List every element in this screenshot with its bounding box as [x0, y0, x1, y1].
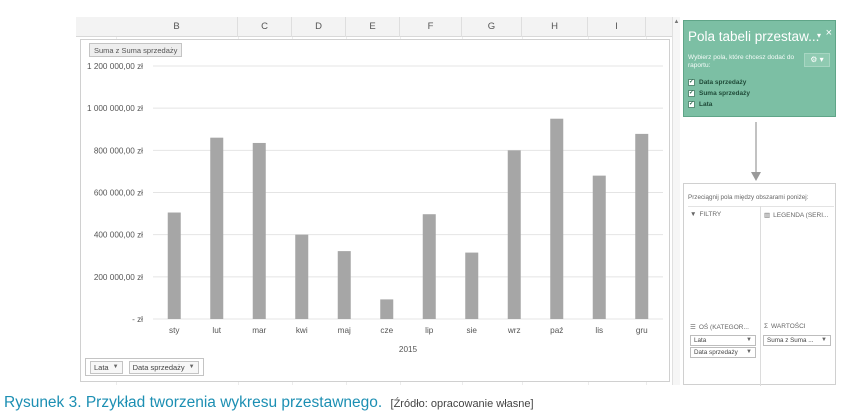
bar-sie	[465, 252, 479, 319]
y-tick-label: 400 000,00 zł	[94, 231, 143, 240]
axis-field-label: Data sprzedaży	[132, 362, 185, 372]
value-item-suma[interactable]: Suma z Suma ... ▼	[763, 335, 831, 346]
bar-mar	[252, 142, 266, 319]
dropdown-arrow-icon[interactable]: ▼	[821, 337, 827, 343]
value-field-button[interactable]: Suma z Suma sprzedaży	[89, 43, 183, 57]
figure-caption: Rysunek 3. Przykład tworzenia wykresu pr…	[4, 394, 534, 412]
column-header-h[interactable]: H	[522, 17, 588, 37]
y-tick-label: 1 200 000,00 zł	[87, 62, 143, 71]
legend-area-label: ▥ LEGENDA (SERI...	[764, 211, 829, 220]
x-tick-label: sty	[169, 326, 180, 335]
bar-lip	[422, 214, 436, 319]
panel-options-chevron-icon[interactable]: ▾	[816, 31, 821, 40]
column-header-e[interactable]: E	[346, 17, 400, 37]
divider	[760, 206, 761, 386]
values-area-label: Σ WARTOŚCI	[764, 323, 806, 330]
x-tick-label: sie	[467, 326, 478, 335]
bar-sty	[167, 212, 181, 319]
divider	[688, 206, 834, 207]
dropdown-arrow-icon: ▼	[112, 363, 119, 370]
checkbox-checked-icon[interactable]: ✓	[688, 79, 695, 86]
field-lata[interactable]: ✓ Lata	[688, 101, 712, 108]
field-label: Suma sprzedaży	[699, 90, 750, 97]
vertical-scrollbar[interactable]: ▲	[672, 17, 680, 385]
x-tick-label: lut	[212, 326, 221, 335]
x-group-label: 2015	[399, 345, 418, 354]
close-icon[interactable]: ×	[825, 27, 832, 39]
x-tick-label: lis	[595, 326, 603, 335]
legend-icon: ▥	[764, 212, 771, 219]
area-item-label: Lata	[694, 337, 707, 344]
axis-field-button-data-sprzedazy[interactable]: Data sprzedaży ▼	[128, 360, 199, 374]
caption-source: [Źródło: opracowanie własne]	[390, 398, 534, 410]
column-header-d[interactable]: D	[292, 17, 346, 37]
scroll-up-arrow-icon[interactable]: ▲	[673, 19, 680, 25]
x-tick-label: lip	[425, 326, 434, 335]
bar-lis	[592, 175, 606, 319]
y-tick-label: 200 000,00 zł	[94, 273, 143, 282]
bar-paź	[550, 118, 564, 319]
column-header-i[interactable]: I	[588, 17, 646, 37]
y-tick-label: - zł	[132, 315, 143, 324]
axis-field-label: Lata	[94, 362, 109, 372]
field-label: Lata	[699, 101, 713, 108]
axis-field-buttons: Lata ▼ Data sprzedaży ▼	[85, 358, 204, 376]
area-item-label: Data sprzedaży	[694, 349, 738, 356]
gear-icon[interactable]: ⚙ ▾	[804, 53, 830, 67]
x-tick-label: wrz	[507, 326, 521, 335]
axis-field-button-lata[interactable]: Lata ▼	[90, 360, 123, 374]
area-item-label: Suma z Suma ...	[767, 337, 814, 344]
column-header-b[interactable]: B	[116, 17, 238, 37]
legend-label: LEGENDA (SERI...	[773, 211, 829, 219]
rows-icon: ☰	[690, 324, 696, 331]
column-headers: B C D E F G H I	[76, 17, 672, 37]
panel-title: Pola tabeli przestaw...	[688, 29, 820, 44]
values-label: WARTOŚCI	[771, 323, 806, 330]
checkbox-checked-icon[interactable]: ✓	[688, 90, 695, 97]
panel-instruction: Wybierz pola, które chcesz dodać do rapo…	[688, 54, 795, 69]
spreadsheet-grid: B C D E F G H I - zł 200 000,00 zł 400 000…	[76, 17, 672, 385]
chart-plot: - zł 200 000,00 zł 400 000,00 zł 600 000,00…	[87, 62, 663, 354]
field-suma-sprzedazy[interactable]: ✓ Suma sprzedaży	[688, 90, 750, 97]
x-tick-label: cze	[380, 326, 393, 335]
pivot-chart[interactable]: - zł 200 000,00 zł 400 000,00 zł 600 000,00…	[80, 39, 670, 382]
down-arrow-icon	[751, 122, 761, 181]
filters-area-label: ▼ FILTRY	[690, 211, 721, 218]
field-data-sprzedazy[interactable]: ✓ Data sprzedaży	[688, 79, 746, 86]
caption-title: Rysunek 3. Przykład tworzenia wykresu pr…	[4, 394, 383, 411]
y-tick-label: 1 000 000,00 zł	[87, 104, 143, 113]
axis-label: OŚ (KATEGOR...	[698, 323, 749, 331]
y-tick-label: 800 000,00 zł	[94, 146, 143, 155]
axis-item-data-sprzedazy[interactable]: Data sprzedaży ▼	[690, 347, 756, 358]
pivot-field-list-panel: Pola tabeli przestaw... ▾ × Wybierz pola…	[683, 20, 836, 117]
x-tick-label: kwi	[296, 326, 308, 335]
bar-kwi	[295, 234, 309, 319]
bar-maj	[337, 251, 351, 319]
pivot-areas-panel: Przeciągnij pola między obszarami poniże…	[683, 183, 836, 386]
column-header-f[interactable]: F	[400, 17, 462, 37]
bar-cze	[380, 299, 394, 319]
bar-lut	[210, 137, 224, 319]
sigma-icon: Σ	[764, 323, 769, 330]
x-tick-label: mar	[252, 326, 266, 335]
field-label: Data sprzedaży	[699, 79, 747, 86]
x-tick-label: maj	[338, 326, 351, 335]
column-header-c[interactable]: C	[238, 17, 292, 37]
dropdown-arrow-icon: ▼	[188, 363, 195, 370]
axis-area-label: ☰ OŚ (KATEGOR...	[690, 323, 749, 332]
filters-label: FILTRY	[699, 211, 722, 218]
axis-item-lata[interactable]: Lata ▼	[690, 335, 756, 346]
filter-icon: ▼	[690, 211, 697, 218]
y-tick-label: 600 000,00 zł	[94, 189, 143, 198]
x-tick-label: gru	[636, 326, 648, 335]
column-header-g[interactable]: G	[462, 17, 522, 37]
areas-hint: Przeciągnij pola między obszarami poniże…	[688, 194, 809, 201]
dropdown-arrow-icon[interactable]: ▼	[746, 337, 752, 343]
checkbox-checked-icon[interactable]: ✓	[688, 101, 695, 108]
bar-gru	[635, 133, 649, 319]
dropdown-arrow-icon[interactable]: ▼	[746, 349, 752, 355]
x-tick-label: paź	[550, 326, 563, 335]
bar-wrz	[507, 150, 521, 319]
